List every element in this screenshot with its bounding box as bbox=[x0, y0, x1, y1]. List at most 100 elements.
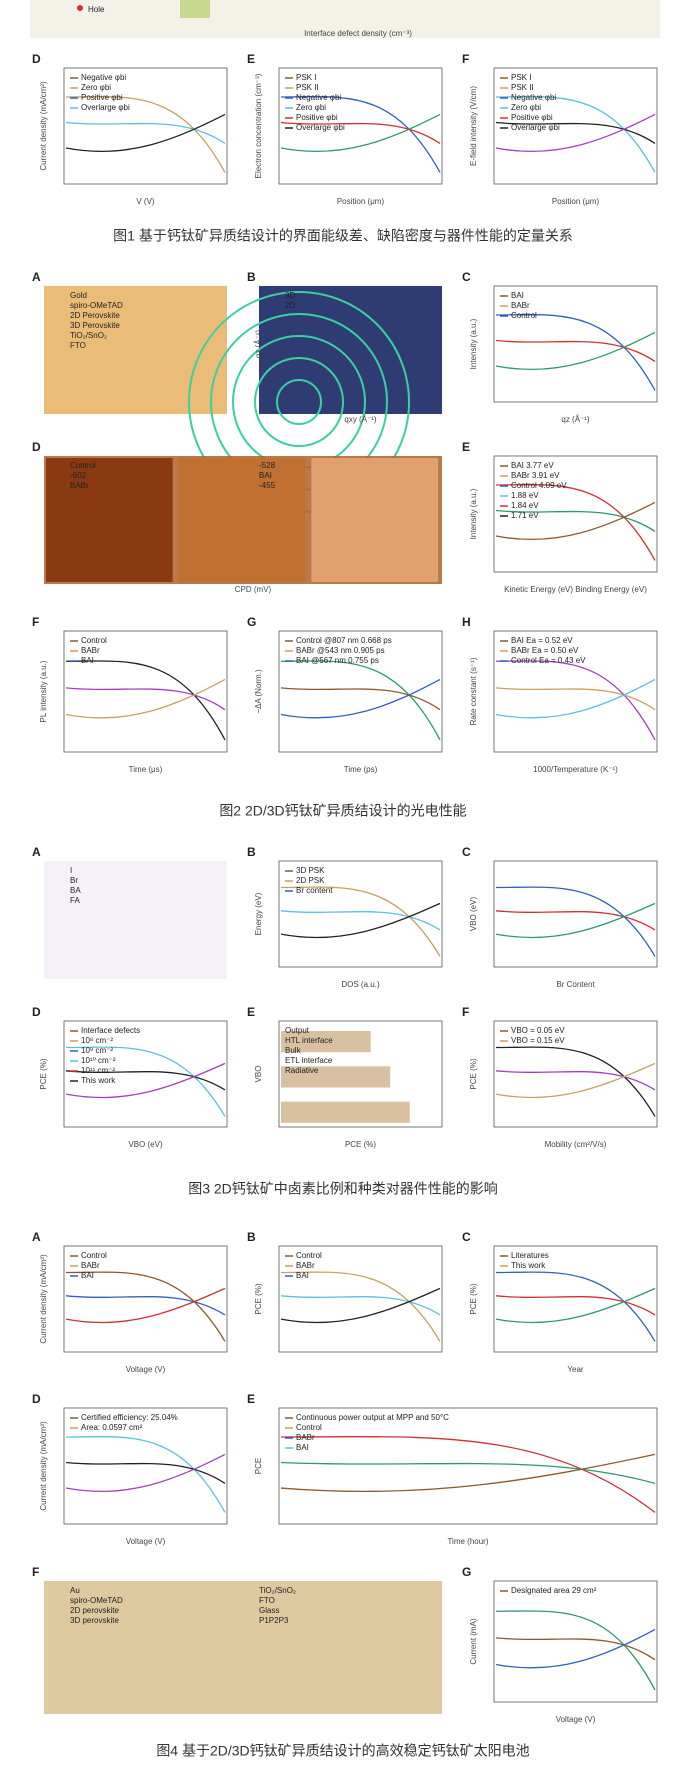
panel-label: Interface defects bbox=[81, 1026, 140, 1035]
panel-label: HTL interface bbox=[285, 1036, 333, 1045]
loss-bar bbox=[281, 1101, 410, 1123]
panel-label: Literatures bbox=[511, 1251, 549, 1260]
y-axis-label: Intensity (a.u.) bbox=[469, 488, 478, 539]
figure-panel: E Position (μm) Electron concentration (cm… bbox=[247, 52, 443, 206]
panel-letter: D bbox=[32, 440, 41, 454]
plot-frame bbox=[278, 1407, 658, 1525]
x-axis-label: qz (Å⁻¹) bbox=[561, 415, 590, 424]
panel-letter: B bbox=[247, 270, 256, 284]
panel-label: Control bbox=[296, 1423, 322, 1432]
plot-frame bbox=[278, 860, 443, 968]
plot-curve bbox=[495, 1637, 656, 1661]
figure-panel: E Time (hour) PCE Continuous power output a… bbox=[247, 1392, 658, 1546]
figure-panel: F Position (μm) E-field intensity (V/cm) PS… bbox=[462, 52, 658, 206]
panel-label: 2D PSK bbox=[296, 876, 325, 885]
plot-frame bbox=[493, 455, 658, 573]
plot-frame bbox=[63, 1020, 228, 1128]
plot-frame bbox=[493, 1580, 658, 1703]
panel-label: -602 bbox=[70, 471, 87, 480]
panel-letter: F bbox=[462, 52, 469, 66]
panel-letter: D bbox=[32, 1005, 41, 1019]
panel-label: Zero φbi bbox=[296, 103, 326, 112]
y-axis-label: Rate constant (s⁻¹) bbox=[469, 657, 478, 725]
figure-caption: 图3 2D钙钛矿中卤素比例和种类对器件性能的影响 bbox=[188, 1181, 498, 1197]
figure-panel: H 1000/Temperature (K⁻¹) Rate constant (s⁻… bbox=[462, 615, 658, 774]
plot-curve bbox=[495, 331, 656, 371]
figure-panel: A Voltage (V) Current density (mA/cm²) Cont… bbox=[32, 1230, 228, 1374]
y-axis-label: Electron concentration (cm⁻³) bbox=[254, 73, 263, 178]
loss-bar bbox=[281, 1031, 371, 1053]
x-axis-label: Time (μs) bbox=[129, 765, 163, 774]
x-axis-label: Time (ps) bbox=[344, 765, 378, 774]
y-axis-label: VBO (eV) bbox=[469, 897, 478, 932]
plot-curve bbox=[495, 483, 656, 561]
y-axis-label: PCE (%) bbox=[469, 1058, 478, 1089]
plot-curve bbox=[495, 886, 656, 957]
panel-label: I bbox=[70, 866, 72, 875]
panel-label: 3D bbox=[285, 291, 295, 300]
plot-frame bbox=[63, 67, 228, 185]
figure-panel: F Mobility (cm²/V/s) PCE (%) VBO = 0.05 eVV… bbox=[462, 1005, 658, 1149]
panel-label: BABr bbox=[81, 646, 100, 655]
panel-label: 2D bbox=[285, 301, 295, 310]
panel-label: 1.88 eV bbox=[511, 491, 539, 500]
panel-label: spiro-OMeTAD bbox=[70, 1596, 123, 1605]
plot-frame bbox=[278, 1020, 443, 1128]
x-axis-label: Kinetic Energy (eV) Binding Energy (eV) bbox=[504, 585, 647, 594]
panel-letter: H bbox=[462, 615, 471, 629]
diffraction-ring bbox=[276, 379, 322, 425]
figure-panel: F Time (μs) PL intensity (a.u.) ControlBABr… bbox=[32, 615, 228, 774]
kpfm-map bbox=[178, 458, 306, 582]
panel-label: Au bbox=[70, 1586, 80, 1595]
panel-label: BABr bbox=[81, 1261, 100, 1270]
plot-curve bbox=[495, 678, 656, 719]
x-axis-label: PCE (%) bbox=[345, 1140, 376, 1149]
plot-frame bbox=[278, 67, 443, 185]
panel-label: ETL interface bbox=[285, 1056, 333, 1065]
plot-curve bbox=[280, 902, 441, 939]
panel-label: BABr @543 nm 0.905 ps bbox=[296, 646, 385, 655]
panel-label: BA bbox=[70, 886, 81, 895]
plot-curve bbox=[495, 910, 656, 931]
panel-label: BAI bbox=[296, 1271, 309, 1280]
plot-frame bbox=[493, 630, 658, 753]
panel-label: Zero φbi bbox=[81, 83, 111, 92]
y-axis-label: Energy (eV) bbox=[254, 892, 263, 935]
panel-label: BABr Ea = 0.50 eV bbox=[511, 646, 579, 655]
plot-curve bbox=[65, 1271, 226, 1342]
plot-frame bbox=[493, 285, 658, 403]
figure-panel: G Time (ps) −ΔA (Norm.) Control @807 nm 0.6… bbox=[247, 615, 443, 774]
panel-letter: A bbox=[32, 845, 41, 859]
plot-curve bbox=[280, 1453, 656, 1493]
plot-curve bbox=[65, 1295, 226, 1316]
figure-image bbox=[259, 286, 442, 414]
panel-label: Certified efficiency: 25.04% bbox=[81, 1413, 178, 1422]
panel-letter: D bbox=[32, 1392, 41, 1406]
panel-letter: C bbox=[462, 845, 471, 859]
plot-frame bbox=[493, 1020, 658, 1128]
panel-label: 3D perovskite bbox=[70, 1616, 119, 1625]
panel-letter: E bbox=[247, 52, 255, 66]
panel-letter: B bbox=[247, 1230, 256, 1244]
plot-curve bbox=[495, 121, 656, 144]
figure-panel: D V (V) Current density (mA/cm²) Negative φ… bbox=[32, 52, 228, 206]
panel-label: FTO bbox=[70, 341, 86, 350]
x-axis-label: Voltage (V) bbox=[126, 1537, 166, 1546]
panel-label: Br content bbox=[296, 886, 333, 895]
panel-label: PSK II bbox=[296, 83, 319, 92]
panel-label: 10⁹ cm⁻² bbox=[81, 1046, 113, 1055]
plot-frame bbox=[493, 1245, 658, 1353]
y-axis-label: PCE bbox=[254, 1458, 263, 1474]
panel-label: -528 bbox=[259, 461, 276, 470]
panel-label: Hole bbox=[88, 5, 105, 14]
kpfm-map bbox=[311, 458, 438, 582]
panel-label: Bulk bbox=[285, 1046, 302, 1055]
panel-label: BAI bbox=[511, 291, 524, 300]
panel-letter: F bbox=[32, 615, 39, 629]
x-axis-label: Voltage (V) bbox=[126, 1365, 166, 1374]
panel-label: Positive φbi bbox=[81, 93, 123, 102]
plot-frame bbox=[278, 1245, 443, 1353]
plot-curve bbox=[495, 313, 656, 391]
